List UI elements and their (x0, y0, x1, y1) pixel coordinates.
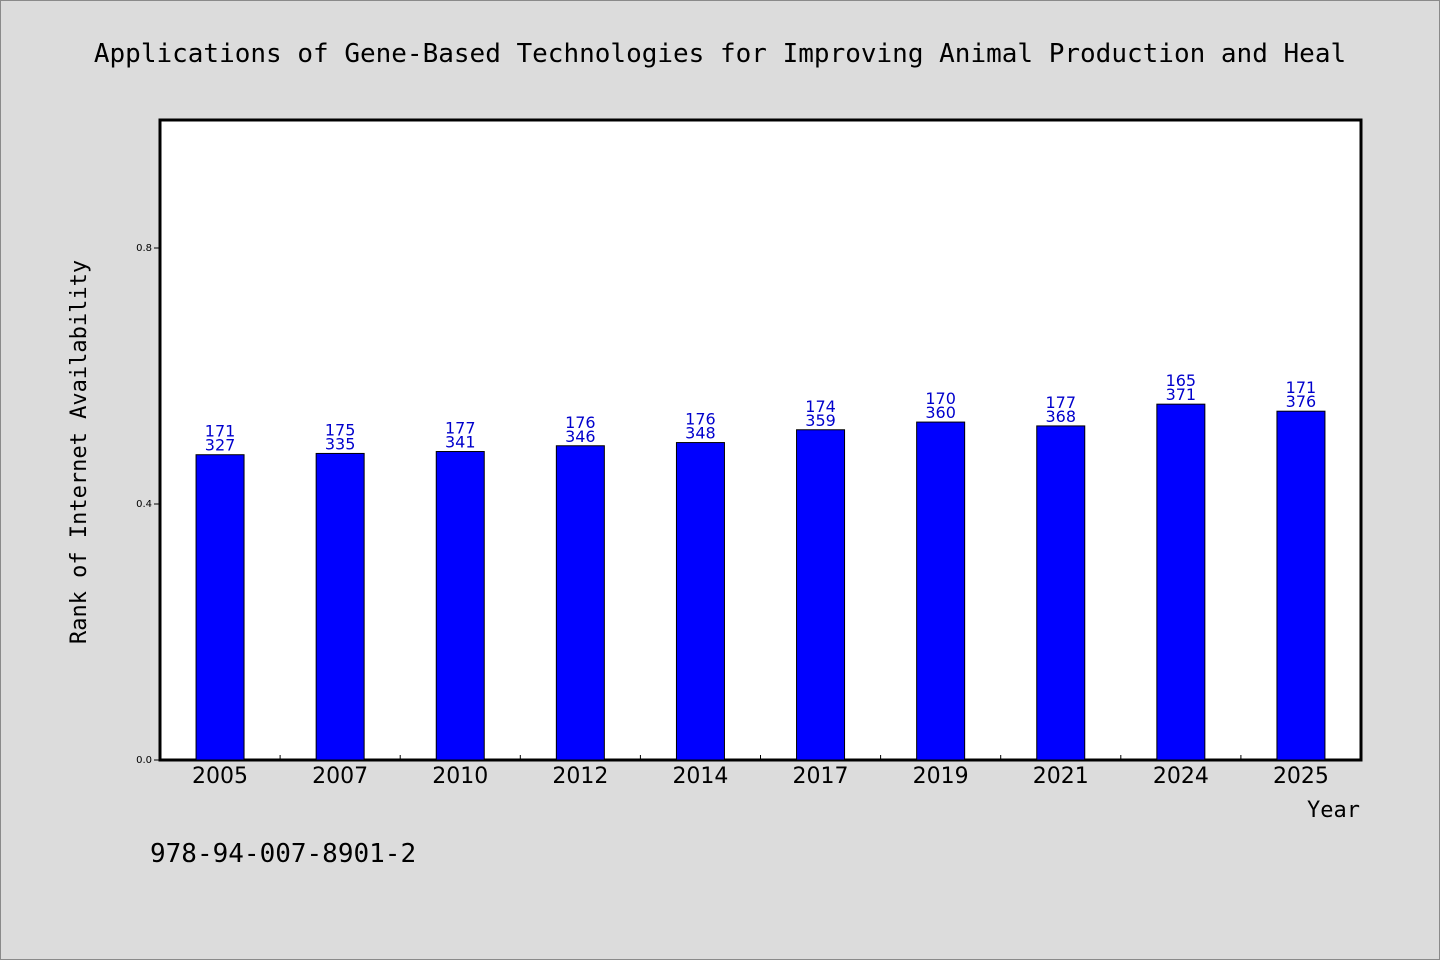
x-tick-label: 2012 (552, 764, 608, 789)
x-tick-label: 2019 (913, 764, 969, 789)
x-tick-label: 2010 (432, 764, 488, 789)
y-ticks-group: 0.0 0.4 0.8 (136, 243, 160, 766)
bar-value-label-bottom: 371 (1166, 385, 1197, 404)
x-tick-label: 2017 (793, 764, 849, 789)
x-tick-label: 2024 (1153, 764, 1209, 789)
bar-value-label-bottom: 327 (205, 436, 236, 455)
bar-value-label-top: 176 (685, 410, 716, 429)
bar (315, 452, 365, 761)
bar-value-label-bottom: 341 (445, 433, 476, 452)
x-tick-label: 2014 (672, 764, 728, 789)
x-tick-label: 2007 (312, 764, 368, 789)
bar-value-label-top: 177 (1045, 393, 1076, 412)
y-tick-label: 0.8 (136, 243, 152, 254)
bar (195, 454, 245, 761)
bar-value-label-top: 170 (925, 389, 956, 408)
y-tick-label: 0.4 (136, 499, 152, 510)
bar (916, 421, 966, 761)
bar (1276, 410, 1326, 761)
bar (1036, 425, 1086, 761)
bar-value-label-bottom: 360 (925, 403, 956, 422)
bar-value-label-bottom: 335 (325, 434, 356, 453)
x-axis-label: Year (1307, 798, 1360, 823)
bar-value-label-top: 171 (205, 422, 236, 441)
footnote-isbn: 978-94-007-8901-2 (150, 839, 416, 869)
bar-value-label-top: 177 (445, 419, 476, 438)
x-tick-label: 2025 (1273, 764, 1329, 789)
bar (435, 451, 485, 761)
bar (796, 429, 846, 761)
bar-value-label-top: 175 (325, 420, 356, 439)
bar (1156, 403, 1206, 761)
bar (675, 442, 725, 761)
bar-value-label-bottom: 348 (685, 424, 716, 443)
bar (555, 445, 605, 761)
bar-value-label-top: 165 (1166, 371, 1197, 390)
x-tick-label: 2021 (1033, 764, 1089, 789)
bar-value-label-top: 174 (805, 397, 836, 416)
x-ticks-group: 2005 2007 2010 2012 2014 2017 2019 2021 2024 2025 (192, 755, 1329, 789)
bar-value-label-bottom: 346 (565, 427, 596, 446)
y-axis-label: Rank of Internet Availability (67, 260, 92, 644)
bar-value-label-bottom: 359 (805, 411, 836, 430)
x-tick-label: 2005 (192, 764, 248, 789)
bar-value-label-bottom: 368 (1045, 407, 1076, 426)
y-tick-label: 0.0 (136, 755, 152, 766)
bar-value-label-top: 171 (1286, 378, 1317, 397)
bar-value-label-bottom: 376 (1286, 392, 1317, 411)
chart-title: Applications of Gene-Based Technologies … (94, 39, 1346, 69)
bar-value-label-top: 176 (565, 413, 596, 432)
